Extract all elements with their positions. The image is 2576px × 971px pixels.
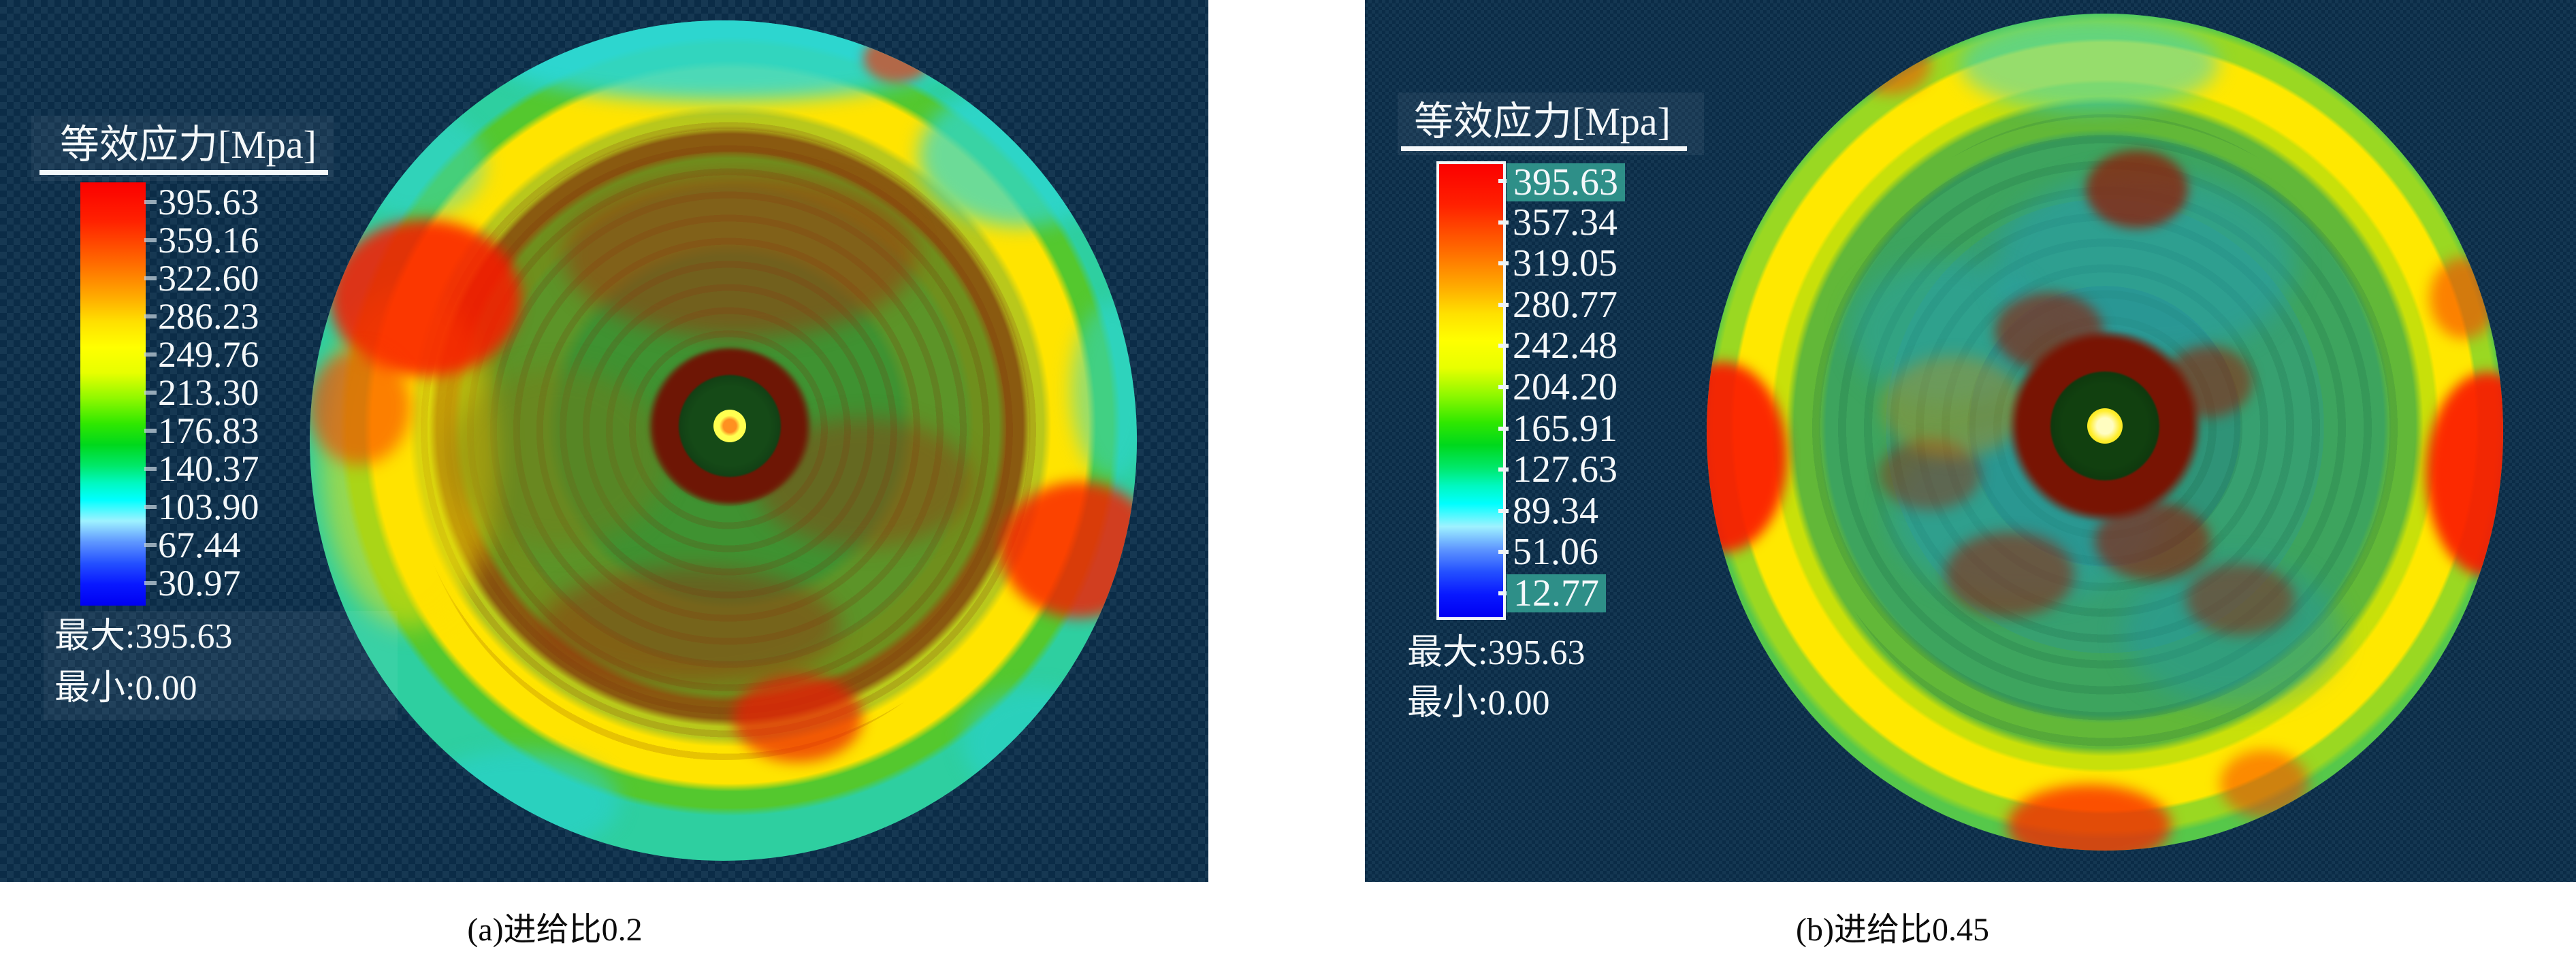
colorbar-tick-label: 322.60 xyxy=(158,258,259,299)
legend-stats-backdrop xyxy=(44,611,398,720)
contour-blob xyxy=(2426,372,2503,576)
colorbar-tick-label: 176.83 xyxy=(158,410,259,451)
colorbar-tick xyxy=(144,543,157,547)
colorbar-tick-label: 30.97 xyxy=(158,563,241,604)
contour-blob xyxy=(310,349,410,465)
contour-blob xyxy=(1882,356,2025,459)
colorbar-tick xyxy=(1498,550,1509,554)
colorbar-tick-label: 213.30 xyxy=(158,372,259,413)
contour-blob xyxy=(2185,563,2295,636)
contour-blob xyxy=(2085,150,2188,229)
legend-title: 等效应力[Mpa] xyxy=(60,122,317,167)
hub-center-spot xyxy=(2087,408,2123,444)
contour-blob xyxy=(1707,361,1788,553)
contour-blob xyxy=(414,751,619,853)
legend-title-underline xyxy=(1401,146,1687,151)
colorbar-tick xyxy=(1498,467,1509,472)
colorbar-tick-label: 165.91 xyxy=(1513,408,1617,450)
colorbar-tick xyxy=(1498,179,1509,183)
colorbar-tick xyxy=(144,581,157,585)
colorbar-tick xyxy=(1498,220,1509,225)
contour-blob xyxy=(1944,531,2074,617)
contour-blob xyxy=(963,689,1113,798)
colorbar-tick-label: 286.23 xyxy=(158,296,259,337)
colorbar-tick-label: 51.06 xyxy=(1513,531,1598,573)
contour-blob xyxy=(1959,16,2219,112)
colorbar-tick xyxy=(1498,427,1509,431)
stress-contour-plot-b xyxy=(1707,14,2503,851)
colorbar-tick-label: 319.05 xyxy=(1513,242,1617,284)
colorbar-tick-label-highlighted: 12.77 xyxy=(1507,574,1606,612)
legend-title: 等效应力[Mpa] xyxy=(1414,99,1671,144)
contour-blob xyxy=(1878,438,1981,510)
contour-blob xyxy=(863,34,931,82)
colorbar-a xyxy=(80,182,146,606)
panel-a: 等效应力[Mpa] 395.63 359.16 322.60 286.23 24… xyxy=(0,0,1208,882)
colorbar-tick xyxy=(1498,303,1509,307)
min-stress-readout: 最小:0.00 xyxy=(54,669,197,708)
contour-blob xyxy=(2007,785,2171,851)
colorbar-tick xyxy=(144,391,157,395)
caption-b: (b)进给比0.45 xyxy=(1796,912,1989,948)
colorbar-tick xyxy=(1498,509,1509,513)
colorbar-tick xyxy=(144,238,157,242)
colorbar-tick-label: 67.44 xyxy=(158,525,241,565)
colorbar-tick xyxy=(144,200,157,204)
colorbar-tick xyxy=(1498,385,1509,389)
stress-contour-plot-a xyxy=(310,20,1137,861)
contour-blob xyxy=(1849,33,1931,95)
legend-title-backdrop xyxy=(1398,93,1704,155)
contour-blob xyxy=(562,174,917,338)
colorbar-tick xyxy=(1498,591,1509,595)
contour-blob xyxy=(918,83,1123,227)
min-stress-readout: 最小:0.00 xyxy=(1407,684,1550,723)
max-stress-readout: 最大:395.63 xyxy=(1407,633,1585,672)
colorbar-tick xyxy=(144,467,157,471)
contour-blob xyxy=(1000,482,1137,619)
caption-a: (a)进给比0.2 xyxy=(467,912,643,948)
colorbar-tick-label: 280.77 xyxy=(1513,284,1617,326)
max-stress-readout: 最大:395.63 xyxy=(54,617,233,656)
colorbar-b xyxy=(1436,161,1506,620)
colorbar-tick-label: 127.63 xyxy=(1513,448,1617,491)
contour-blob xyxy=(2220,749,2308,818)
colorbar-tick-label: 249.76 xyxy=(158,334,259,375)
colorbar-tick-label: 359.16 xyxy=(158,220,259,261)
colorbar-tick-label: 103.90 xyxy=(158,487,259,527)
colorbar-tick xyxy=(1498,261,1509,265)
contour-blob xyxy=(1071,301,1137,479)
colorbar-tick-label: 357.34 xyxy=(1513,201,1617,244)
hub-center-spot xyxy=(713,410,746,442)
colorbar-tick-label: 204.20 xyxy=(1513,366,1617,408)
colorbar-tick-label: 89.34 xyxy=(1513,490,1598,532)
legend-title-underline xyxy=(39,170,328,175)
colorbar-tick xyxy=(1498,344,1509,348)
colorbar-tick-label: 140.37 xyxy=(158,448,259,489)
colorbar-tick xyxy=(144,505,157,509)
panel-b: 等效应力[Mpa] 395.63 357.34 319.05 280.77 24… xyxy=(1365,0,2576,882)
contour-blob xyxy=(349,108,485,218)
contour-blob xyxy=(2429,257,2498,340)
colorbar-tick xyxy=(144,276,157,280)
contour-blob xyxy=(540,567,840,684)
colorbar-tick xyxy=(144,352,157,357)
contour-blob xyxy=(732,674,863,763)
colorbar-tick xyxy=(144,429,157,433)
colorbar-tick-label: 395.63 xyxy=(158,182,259,223)
colorbar-tick-label-highlighted: 395.63 xyxy=(1507,163,1625,201)
contour-blob xyxy=(449,369,667,546)
colorbar-tick-label: 242.48 xyxy=(1513,325,1617,367)
colorbar-tick xyxy=(144,314,157,318)
